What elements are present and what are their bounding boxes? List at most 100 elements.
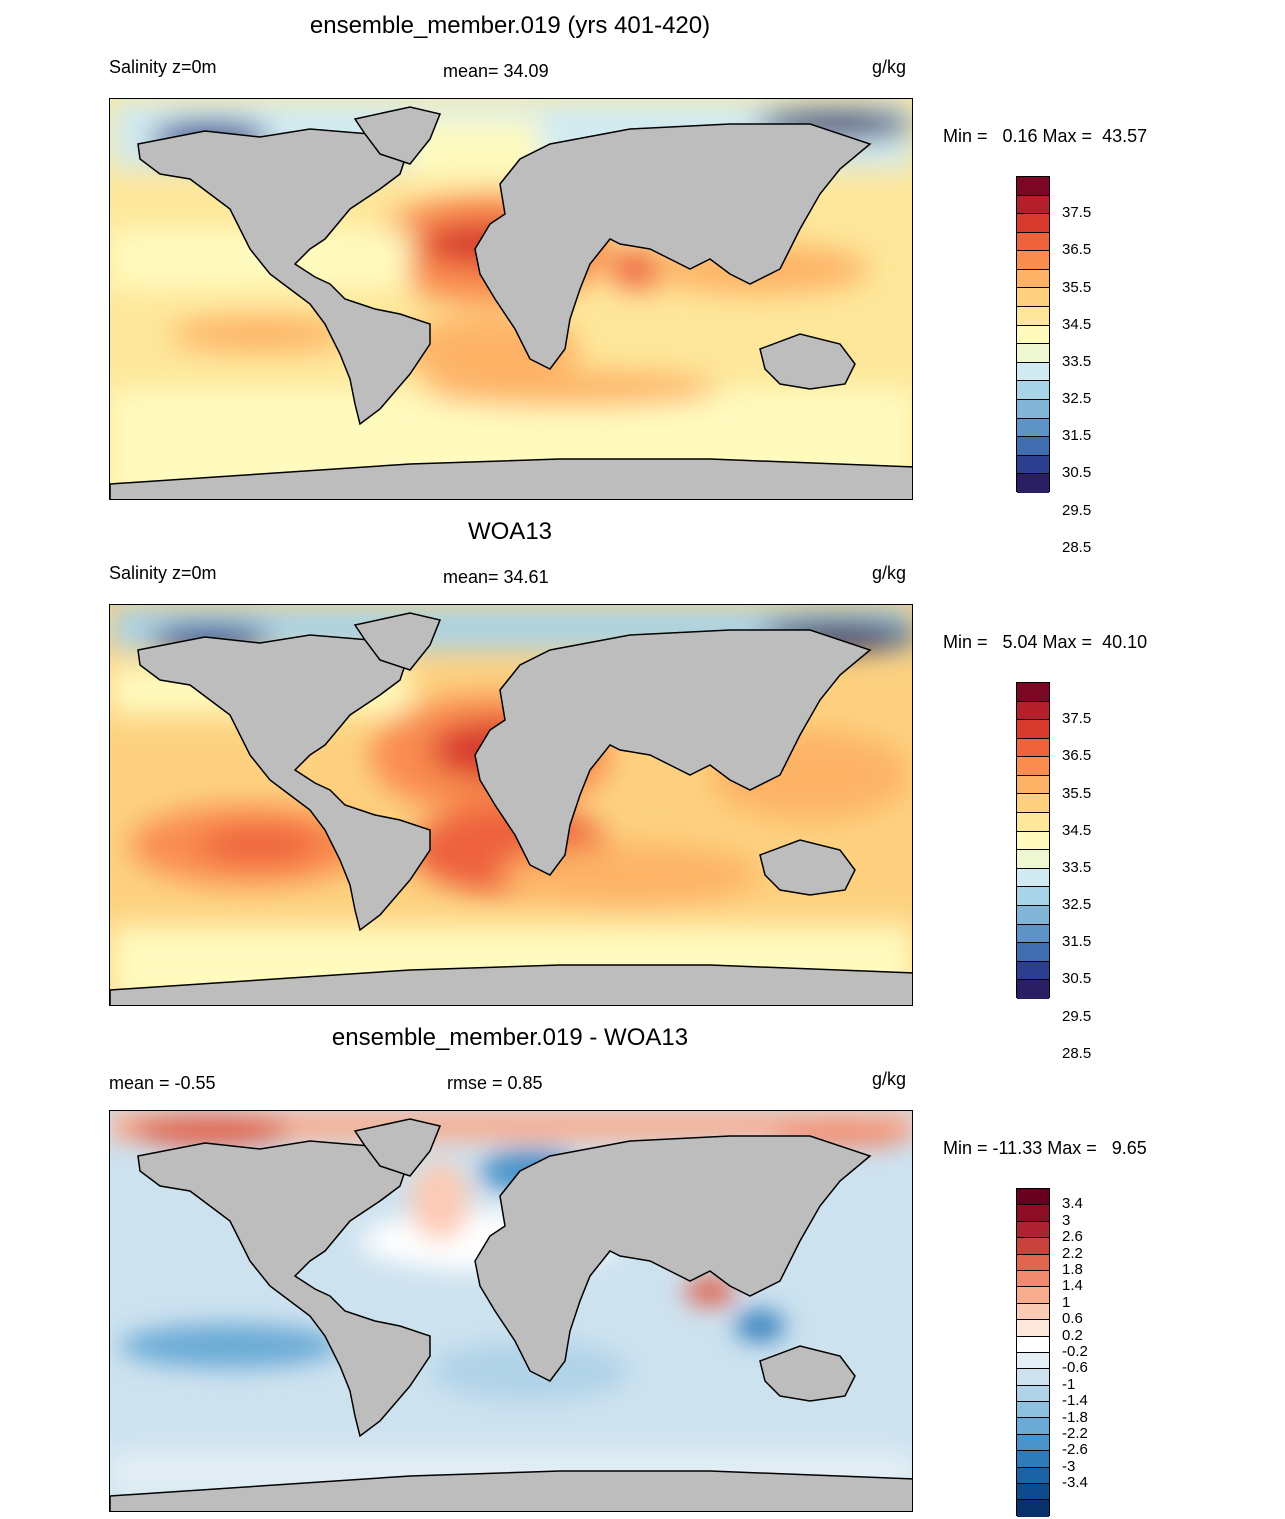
- colorbar-segment: [1017, 1336, 1049, 1353]
- min-max-label: Min = -11.33 Max = 9.65: [943, 1138, 1147, 1158]
- variable-label: Salinity z=0m: [109, 57, 217, 77]
- colorbar-segment: [1017, 232, 1049, 252]
- colorbar-segment: [1017, 868, 1049, 888]
- colorbar-segment: [1017, 1385, 1049, 1403]
- colorbar-segment: [1017, 1369, 1049, 1386]
- colorbar-tick-label: 0.2: [1062, 1326, 1083, 1344]
- colorbar-tick-label: 30.5: [1062, 464, 1092, 482]
- colorbar-segment: [1017, 177, 1049, 196]
- colorbar-tick-label: 32.5: [1062, 390, 1092, 408]
- colorbar-segment: [1017, 1352, 1049, 1370]
- map-canvas: [110, 99, 912, 499]
- min-max-label: Min = 0.16 Max = 43.57: [943, 126, 1148, 146]
- units-label: g/kg: [872, 563, 907, 583]
- colorbar-segment: [1017, 1189, 1049, 1206]
- colorbar-segment: [1017, 794, 1049, 814]
- colorbar-segment: [1017, 325, 1049, 345]
- colorbar-segment: [1017, 831, 1049, 851]
- colorbar-tick-label: -2.6: [1062, 1441, 1088, 1459]
- panel-difference: ensemble_member.019 - WOA13 mean = -0.55…: [0, 1012, 1285, 1519]
- panel-title: WOA13: [467, 518, 553, 545]
- units-label: g/kg: [872, 1069, 907, 1089]
- colorbar-segment: [1017, 1451, 1049, 1468]
- salinity-difference-map: [109, 1110, 913, 1512]
- colorbar: [1016, 682, 1050, 999]
- colorbar-segment: [1017, 1434, 1049, 1452]
- variable-label: Salinity z=0m: [109, 563, 217, 583]
- mean-label: mean= 34.61: [443, 567, 549, 587]
- colorbar-segment: [1017, 214, 1049, 233]
- colorbar-tick-label: 32.5: [1062, 896, 1092, 914]
- colorbar-segment: [1017, 887, 1049, 906]
- rmse-label: rmse = 0.85: [447, 1073, 543, 1093]
- colorbar-segment: [1017, 738, 1049, 758]
- colorbar-segment: [1017, 813, 1049, 832]
- colorbar-segment: [1017, 399, 1049, 419]
- mean-label: mean = -0.55: [109, 1073, 216, 1093]
- colorbar-segment: [1017, 943, 1049, 962]
- colorbar-tick-label: 35.5: [1062, 278, 1092, 296]
- colorbar-segment: [1017, 1418, 1049, 1435]
- colorbar-tick-label: 36.5: [1062, 241, 1092, 259]
- colorbar-segment: [1017, 757, 1049, 776]
- colorbar-tick-label: 30.5: [1062, 970, 1092, 988]
- panel-title: ensemble_member.019 - WOA13: [331, 1024, 689, 1051]
- colorbar-segment: [1017, 362, 1049, 382]
- colorbar-segment: [1017, 418, 1049, 438]
- colorbar-segment: [1017, 1221, 1049, 1239]
- colorbar-segment: [1017, 720, 1049, 739]
- colorbar-tick-label: -3.4: [1062, 1474, 1088, 1492]
- colorbar-tick-label: 2.2: [1062, 1244, 1083, 1262]
- colorbar-tick-label: 29.5: [1062, 501, 1092, 519]
- min-max-label: Min = 5.04 Max = 40.10: [943, 632, 1148, 652]
- colorbar-segment: [1017, 288, 1049, 308]
- colorbar-tick-label: 0.6: [1062, 1310, 1083, 1328]
- colorbar-segment: [1017, 850, 1049, 869]
- units-label: g/kg: [872, 57, 907, 77]
- colorbar-tick-label: -0.2: [1062, 1343, 1088, 1360]
- colorbar-tick-label: 37.5: [1062, 204, 1092, 222]
- colorbar-tick-label: 3.4: [1062, 1195, 1083, 1213]
- salinity-map: [109, 98, 913, 500]
- colorbar-segment: [1017, 1467, 1049, 1485]
- colorbar-tick-label: 1.8: [1062, 1261, 1083, 1278]
- colorbar-segment: [1017, 1320, 1049, 1337]
- colorbar-tick-label: 34.5: [1062, 821, 1092, 839]
- colorbar-tick-label: 33.5: [1062, 858, 1092, 876]
- colorbar-segment: [1017, 1238, 1049, 1255]
- colorbar-tick-label: 29.5: [1062, 1007, 1092, 1025]
- colorbar-tick-label: 1.4: [1062, 1277, 1083, 1295]
- colorbar-tick-label: 35.5: [1062, 784, 1092, 802]
- colorbar-tick-label: -3: [1062, 1457, 1076, 1475]
- colorbar-segment: [1017, 1484, 1049, 1501]
- colorbar-tick-label: -2.2: [1062, 1425, 1088, 1442]
- salinity-map: [109, 604, 913, 1006]
- panel-model: ensemble_member.019 (yrs 401-420) Salini…: [0, 0, 1285, 556]
- mean-label: mean= 34.09: [443, 61, 549, 81]
- colorbar-segment: [1017, 961, 1049, 981]
- panel-obs: WOA13 Salinity z=0m mean= 34.61 g/kg: [0, 506, 1285, 1062]
- colorbar-tick-label: 36.5: [1062, 747, 1092, 765]
- colorbar: [1016, 1188, 1050, 1517]
- colorbar-tick-label: -0.6: [1062, 1359, 1088, 1377]
- colorbar-segment: [1017, 1287, 1049, 1304]
- colorbar-tick-label: 31.5: [1062, 427, 1092, 445]
- colorbar-tick-label: 28.5: [1062, 1044, 1092, 1062]
- colorbar-tick-label: 1: [1062, 1293, 1071, 1311]
- panel-title: ensemble_member.019 (yrs 401-420): [309, 12, 711, 39]
- colorbar-segment: [1017, 269, 1049, 289]
- colorbar-segment: [1017, 474, 1049, 493]
- colorbar-segment: [1017, 775, 1049, 795]
- colorbar-tick-label: 2.6: [1062, 1228, 1083, 1246]
- colorbar-segment: [1017, 344, 1049, 363]
- colorbar-tick-label: -1.4: [1062, 1392, 1088, 1410]
- colorbar-tick-label: 34.5: [1062, 315, 1092, 333]
- colorbar-segment: [1017, 195, 1049, 215]
- colorbar-segment: [1017, 701, 1049, 721]
- colorbar-segment: [1017, 1205, 1049, 1222]
- colorbar-segment: [1017, 683, 1049, 702]
- colorbar: [1016, 176, 1050, 493]
- colorbar-tick-label: 37.5: [1062, 710, 1092, 728]
- colorbar-segment: [1017, 905, 1049, 925]
- colorbar-segment: [1017, 381, 1049, 400]
